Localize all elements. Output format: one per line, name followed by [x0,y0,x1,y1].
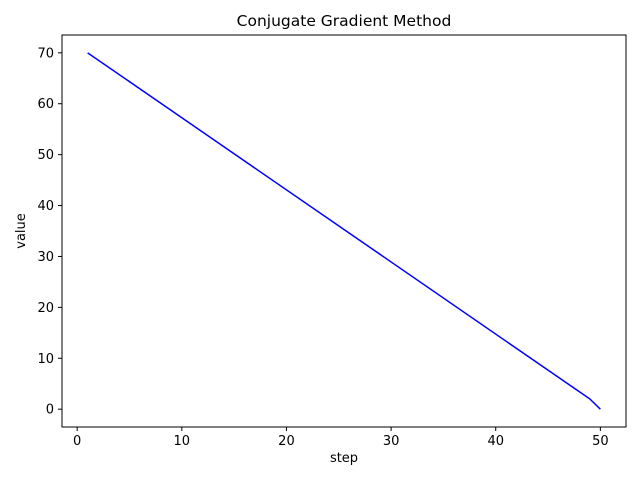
y-tick-label: 60 [37,97,54,112]
x-tick-label: 30 [383,434,400,449]
y-tick-label: 10 [37,352,54,367]
chart-title: Conjugate Gradient Method [237,12,452,30]
x-tick-label: 40 [487,434,504,449]
y-tick-label: 50 [37,148,54,163]
y-tick-label: 40 [37,199,54,214]
x-axis-ticks: 0 10 20 30 40 50 [73,427,609,449]
plot-area [87,52,601,410]
axes-frame [61,34,627,428]
y-tick-label: 20 [37,301,54,316]
x-axis-label: step [330,451,358,466]
x-tick-label: 0 [73,434,81,449]
y-tick-label: 0 [46,403,54,418]
series-line-0 [87,52,601,410]
x-tick-label: 50 [592,434,609,449]
x-tick-label: 20 [278,434,295,449]
y-axis-ticks: 0 10 20 30 40 50 60 70 [37,46,62,418]
y-tick-label: 30 [37,250,54,265]
y-tick-label: 70 [37,46,54,61]
x-tick-label: 10 [174,434,191,449]
y-axis-label: value [14,213,29,249]
